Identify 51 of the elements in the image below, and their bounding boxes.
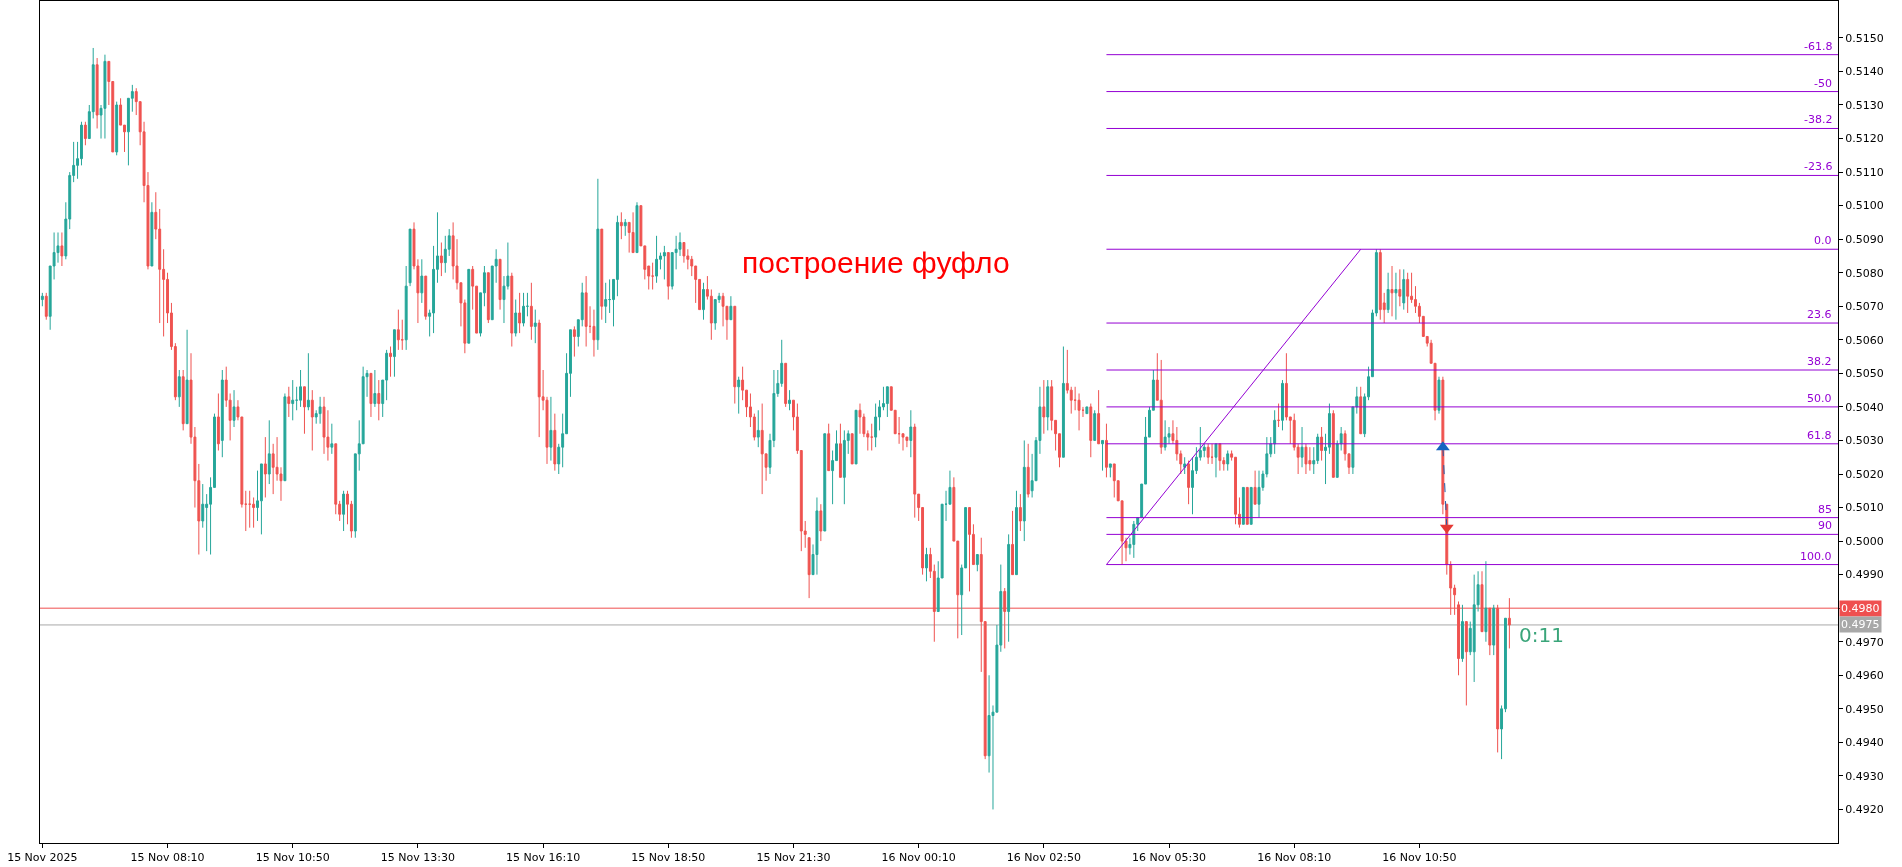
ref-line-label: 0.4980 — [1841, 602, 1880, 615]
y-tick-label: 0.5070 — [1845, 300, 1884, 314]
y-tick-label: 0.5090 — [1845, 233, 1884, 247]
y-tick-label: 0.4950 — [1845, 702, 1884, 716]
y-tick-label: 0.4940 — [1845, 736, 1884, 750]
x-tick-label: 16 Nov 00:10 — [881, 851, 956, 865]
y-tick-label: 0.5040 — [1845, 400, 1884, 414]
y-tick-label: 0.5030 — [1845, 434, 1884, 448]
series-label: 50.0 — [1807, 392, 1832, 405]
x-tick-label: 16 Nov 05:30 — [1131, 851, 1207, 865]
y-tick-label: 0.4920 — [1845, 803, 1884, 817]
x-tick-label: 15 Nov 18:50 — [631, 851, 706, 865]
y-tick-label: 0.5080 — [1845, 266, 1884, 280]
x-tick-label: 15 Nov 08:10 — [130, 851, 205, 865]
y-tick-label: 0.4930 — [1845, 769, 1884, 783]
x-tick-label: 15 Nov 10:50 — [255, 851, 330, 865]
y-tick-label: 0.5130 — [1845, 98, 1884, 112]
y-tick-label: 0.4990 — [1845, 568, 1884, 582]
y-tick-label: 0.5010 — [1845, 501, 1884, 515]
series-label: -50 — [1814, 77, 1832, 90]
y-tick-label: 0.5150 — [1845, 31, 1884, 45]
x-tick-label: 16 Nov 02:50 — [1006, 851, 1081, 865]
annotation: 0:11 — [1519, 623, 1564, 647]
y-tick-label: 0.5100 — [1845, 199, 1884, 213]
y-tick-label: 0.5120 — [1845, 132, 1884, 146]
annotation: построение фуфло — [742, 246, 1010, 279]
series-label: -38.2 — [1804, 113, 1833, 126]
y-tick-label: 0.5050 — [1845, 367, 1884, 381]
y-tick-label: 0.5110 — [1845, 165, 1884, 179]
series-label: 61.8 — [1807, 429, 1832, 442]
series-label: 0.0 — [1814, 234, 1832, 247]
y-tick-label: 0.5060 — [1845, 333, 1884, 347]
y-tick-label: 0.5000 — [1845, 534, 1884, 548]
series-label: 100.0 — [1800, 550, 1832, 563]
series-label: -23.6 — [1804, 160, 1833, 173]
y-tick-label: 0.5140 — [1845, 65, 1884, 79]
series-label: 90 — [1818, 519, 1832, 532]
x-tick-label: 16 Nov 08:10 — [1257, 851, 1332, 865]
series-label: 85 — [1818, 503, 1832, 516]
y-tick-label: 0.4960 — [1845, 669, 1884, 683]
y-tick-label: 0.5020 — [1845, 467, 1884, 481]
x-tick-label: 16 Nov 10:50 — [1382, 851, 1457, 865]
x-tick-label: 15 Nov 13:30 — [380, 851, 455, 865]
series-label: 23.6 — [1807, 308, 1832, 321]
series-label: -61.8 — [1804, 40, 1833, 53]
y-tick-label: 0.4970 — [1845, 635, 1884, 649]
series-label: 38.2 — [1807, 355, 1832, 368]
ref-line-label: 0.4975 — [1841, 618, 1880, 631]
x-tick-label: 15 Nov 21:30 — [756, 851, 831, 865]
x-tick-label: 15 Nov 2025 — [7, 851, 78, 865]
x-tick-label: 15 Nov 16:10 — [506, 851, 581, 865]
